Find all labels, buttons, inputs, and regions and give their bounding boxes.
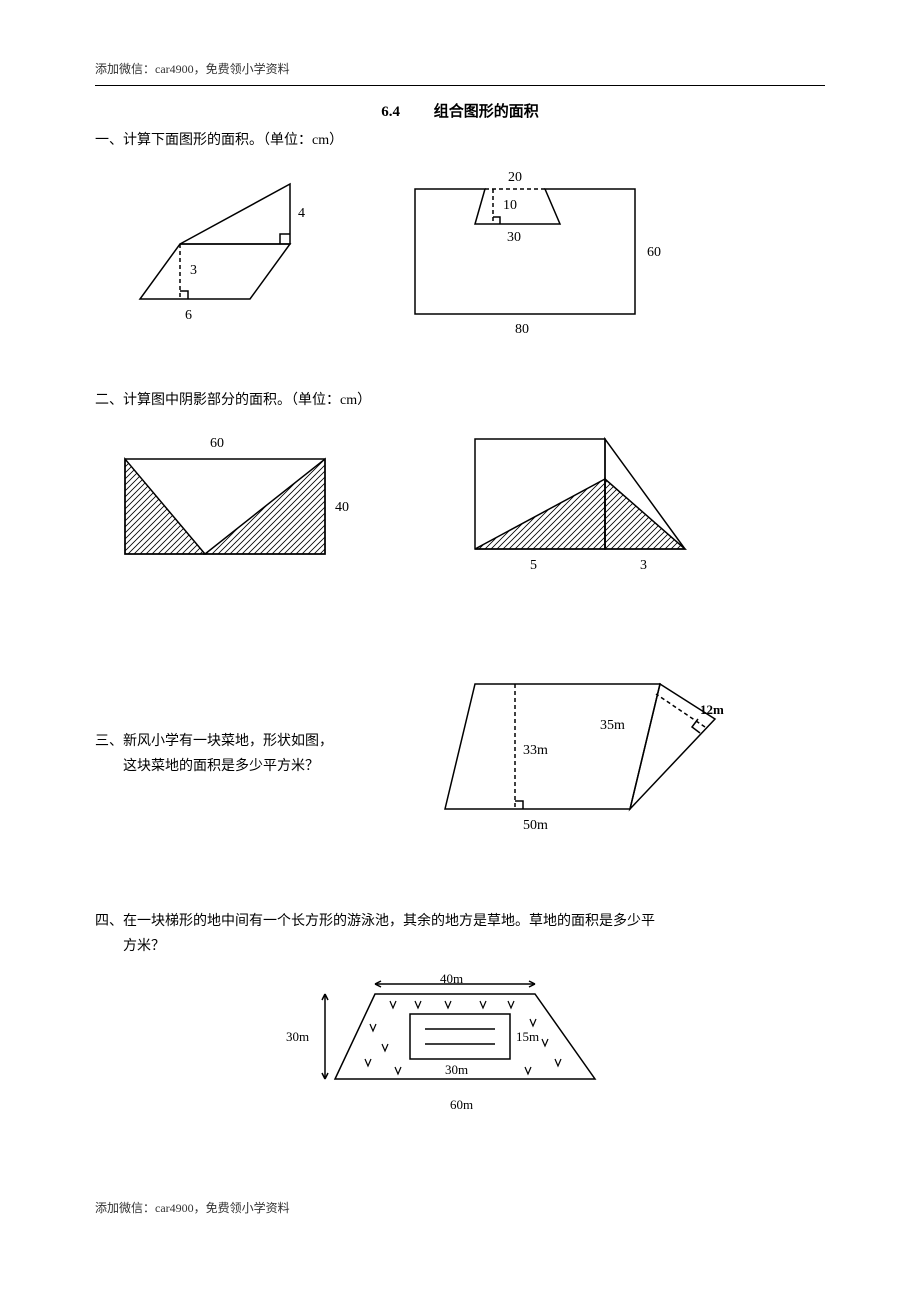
dim-50m: 50m <box>523 818 548 833</box>
dim-40: 40 <box>335 500 349 515</box>
dim-33m: 33m <box>523 743 548 758</box>
dim-30m-w: 30m <box>445 1062 468 1077</box>
dim-40m: 40m <box>440 971 463 986</box>
section3-row: 三、新风小学有一块菜地，形状如图， 这块菜地的面积是多少平方米？ 35m 33m… <box>95 659 825 849</box>
dim-4: 4 <box>298 206 305 221</box>
dim-60b: 60 <box>210 436 224 451</box>
fig-1-2: 20 10 30 60 80 <box>385 159 685 339</box>
page-title: 6.4 组合图形的面积 <box>95 100 825 121</box>
dim-6: 6 <box>185 308 192 323</box>
sec3-line2: 这块菜地的面积是多少平方米？ <box>95 754 375 779</box>
dim-5: 5 <box>530 558 537 573</box>
sec4-line1: 四、在一块梯形的地中间有一个长方形的游泳池，其余的地方是草地。草地的面积是多少平 <box>95 909 825 934</box>
dim-10: 10 <box>503 198 517 213</box>
footer-note: 添加微信：car4900，免费领小学资料 <box>95 1199 825 1216</box>
sec3-line1: 三、新风小学有一块菜地，形状如图， <box>95 729 375 754</box>
dim-35m: 35m <box>600 718 625 733</box>
sec4-line2: 方米？ <box>95 934 825 959</box>
fig-1-1: 4 3 6 <box>95 159 325 329</box>
section1-figures: 4 3 6 20 10 30 60 80 <box>95 159 825 339</box>
fig-4: 40m 30m 15m 30m 60m <box>280 969 640 1129</box>
dim-15m: 15m <box>516 1029 539 1044</box>
dim-12m: 12m <box>700 702 724 717</box>
header-note: 添加微信：car4900，免费领小学资料 <box>95 60 825 77</box>
section4-text: 四、在一块梯形的地中间有一个长方形的游泳池，其余的地方是草地。草地的面积是多少平… <box>95 909 825 959</box>
dim-20: 20 <box>508 170 522 185</box>
section3-text: 三、新风小学有一块菜地，形状如图， 这块菜地的面积是多少平方米？ <box>95 729 375 779</box>
dim-60m: 60m <box>450 1097 473 1112</box>
dim-60: 60 <box>647 245 661 260</box>
fig-2-2: 5 3 <box>435 419 735 589</box>
header-rule <box>95 85 825 86</box>
dim-80: 80 <box>515 322 529 337</box>
section1-label: 一、计算下面图形的面积。（单位：cm） <box>95 129 825 149</box>
fig-2-1: 60 40 <box>95 419 375 579</box>
dim-30m-h: 30m <box>286 1029 309 1044</box>
dim-3: 3 <box>190 263 197 278</box>
section2-label: 二、计算图中阴影部分的面积。（单位：cm） <box>95 389 825 409</box>
dim-3b: 3 <box>640 558 647 573</box>
section2-figures: 60 40 5 3 <box>95 419 825 589</box>
dim-30: 30 <box>507 230 521 245</box>
fig-3: 35m 33m 12m 50m <box>415 659 755 849</box>
